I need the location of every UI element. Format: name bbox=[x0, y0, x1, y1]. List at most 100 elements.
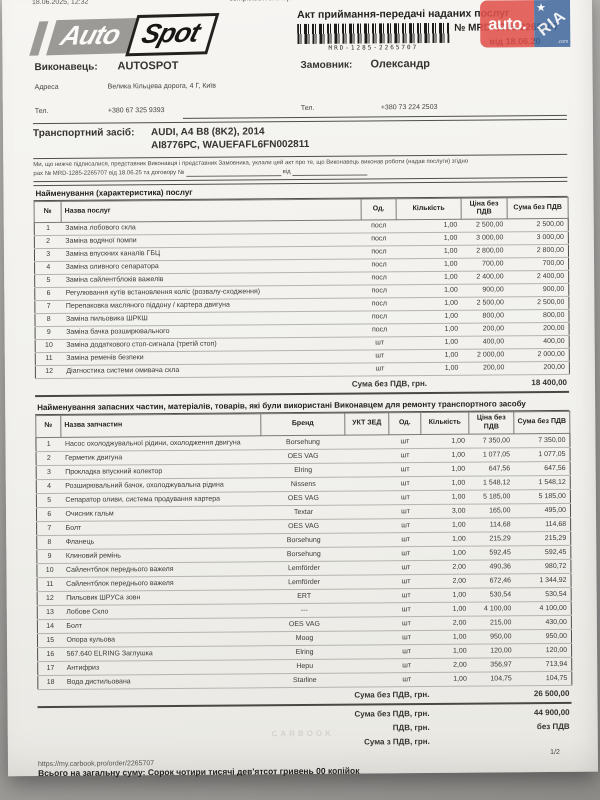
parts-cell-brand: Borsehung bbox=[260, 434, 346, 450]
services-cell-unit: посл bbox=[361, 258, 397, 272]
parts-cell-unit: шт bbox=[389, 476, 422, 491]
parts-cell-name: Герметик двигуна bbox=[61, 449, 262, 465]
services-cell-price: 900,00 bbox=[461, 283, 508, 298]
parts-cell-sum: 980,72 bbox=[514, 558, 571, 574]
parts-cell-brand: Lemförder bbox=[262, 574, 347, 590]
col-unit: Од. bbox=[361, 198, 397, 220]
col-qty: Кількість bbox=[420, 412, 469, 435]
parts-cell-unit: шт bbox=[389, 532, 422, 547]
parts-cell-price: 530,54 bbox=[470, 587, 516, 602]
parts-cell-sum: 1 548,12 bbox=[514, 474, 571, 490]
parts-cell-brand: OES VAG bbox=[261, 490, 346, 506]
parts-cell-price: 215,29 bbox=[469, 531, 515, 546]
services-cell-qty: 1,00 bbox=[396, 232, 462, 246]
parts-cell-price: 104,75 bbox=[470, 671, 516, 686]
parts-cell-unit: шт bbox=[388, 434, 422, 449]
parts-cell-num: 6 bbox=[36, 506, 62, 522]
parts-cell-price: 490,36 bbox=[469, 559, 515, 574]
services-cell-num: 4 bbox=[34, 261, 62, 275]
parts-cell-brand: --- bbox=[262, 602, 347, 618]
services-cell-qty: 1,00 bbox=[396, 284, 462, 298]
parts-cell-price: 672,46 bbox=[469, 573, 516, 588]
services-cell-sum: 200,00 bbox=[508, 322, 570, 336]
col-price: Ціна без ПДВ bbox=[461, 197, 508, 220]
parts-cell-uktzed bbox=[345, 532, 390, 547]
parts-cell-sum: 530,54 bbox=[515, 586, 572, 602]
parts-cell-qty: 2,00 bbox=[422, 615, 471, 631]
col-name: Назва послуг bbox=[61, 198, 362, 223]
parts-cell-qty: 1,00 bbox=[420, 433, 470, 449]
address-value: Велика Кільцева дорога, 4 Г, Київ bbox=[107, 82, 216, 91]
parts-cell-brand: Elring bbox=[261, 462, 346, 478]
parts-cell-unit: шт bbox=[390, 658, 423, 673]
parts-cell-sum: 647,56 bbox=[514, 460, 571, 476]
address-label: Адреса bbox=[34, 83, 59, 92]
agreement-note: Ми, що нижче підписалися, представник Ви… bbox=[33, 153, 568, 183]
agreement-note-line1: Ми, що нижче підписалися, представник Ви… bbox=[33, 158, 469, 169]
parts-cell-num: 13 bbox=[37, 604, 63, 620]
parts-cell-num: 14 bbox=[37, 618, 63, 634]
parts-cell-uktzed bbox=[346, 616, 391, 631]
services-cell-num: 2 bbox=[34, 235, 62, 249]
services-cell-sum: 2 000,00 bbox=[508, 348, 570, 362]
col-uktzed: УКТ ЗЕД bbox=[344, 413, 389, 435]
parts-cell-unit: шт bbox=[389, 462, 422, 477]
parts-cell-brand: Borsehung bbox=[261, 546, 346, 562]
col-num: № bbox=[35, 415, 61, 438]
col-qty: Кількість bbox=[396, 198, 462, 220]
parts-table: № Назва запчастин Бренд УКТ ЗЕД Од. Кіль… bbox=[35, 411, 573, 690]
grand-total-value: 44 900,00 bbox=[533, 707, 570, 718]
col-price: Ціна без ПДВ bbox=[468, 412, 514, 434]
executor-phone-value: +380 67 325 9393 bbox=[107, 107, 165, 115]
parts-cell-sum: 7 350,00 bbox=[513, 432, 571, 448]
parts-cell-qty: 1,00 bbox=[422, 671, 471, 687]
parts-cell-name: Сайлентблок переднього важеля bbox=[62, 575, 263, 591]
parts-cell-num: 2 bbox=[36, 450, 62, 466]
barcode-caption: MRD-1285-2265707 bbox=[328, 44, 419, 52]
parts-cell-brand: Lemförder bbox=[261, 560, 346, 576]
services-cell-unit: посл bbox=[361, 219, 397, 233]
parts-cell-price: 950,00 bbox=[470, 629, 516, 644]
col-sum: Сума без ПДВ bbox=[507, 197, 569, 219]
autospot-logo: Auto Spot bbox=[29, 12, 220, 57]
parts-cell-uktzed bbox=[346, 658, 391, 673]
services-cell-unit: посл bbox=[361, 271, 397, 285]
customer-phone-label: Тел. bbox=[300, 104, 315, 112]
services-total-row: Сума без ПДВ, грн. 18 400,00 bbox=[34, 374, 570, 398]
parts-cell-num: 3 bbox=[36, 464, 62, 480]
services-cell-unit: посл bbox=[362, 323, 398, 337]
document-paper: 18.06.2025, 12:32 completedWorkReport-MR… bbox=[1, 0, 599, 778]
col-name: Назва запчастин bbox=[60, 414, 261, 437]
parts-cell-unit: шт bbox=[389, 504, 422, 519]
parts-cell-uktzed bbox=[346, 644, 391, 659]
divider bbox=[182, 114, 567, 119]
executor-label: Виконавець: bbox=[34, 61, 98, 74]
services-cell-price: 200,00 bbox=[462, 361, 509, 376]
star-icon: ★ bbox=[536, 2, 546, 15]
services-cell-price: 200,00 bbox=[462, 322, 509, 337]
parts-cell-price: 120,00 bbox=[470, 643, 516, 658]
parts-cell-price: 7 350,00 bbox=[468, 433, 515, 448]
services-cell-num: 9 bbox=[35, 326, 63, 340]
parts-cell-unit: шт bbox=[390, 644, 423, 659]
parts-cell-num: 16 bbox=[37, 646, 63, 662]
parts-cell-price: 114,68 bbox=[469, 517, 515, 532]
parts-cell-name: Розширювальний бачок, охолоджувальна рід… bbox=[61, 477, 262, 493]
contract-number-blank bbox=[185, 170, 281, 178]
parts-cell-price: 215,00 bbox=[470, 615, 516, 630]
logo-spot-text: Spot bbox=[125, 12, 220, 57]
parts-cell-sum: 495,00 bbox=[514, 502, 571, 518]
parts-cell-price: 1 077,05 bbox=[469, 447, 515, 462]
parts-cell-name: Прокладка впускний колектор bbox=[61, 463, 262, 479]
services-cell-sum: 2 500,00 bbox=[507, 296, 569, 310]
services-cell-price: 3 000,00 bbox=[461, 231, 508, 246]
parts-cell-sum: 104,75 bbox=[515, 670, 572, 686]
services-cell-num: 5 bbox=[34, 274, 62, 288]
autoria-watermark-logo: auto. ★ RIA .com bbox=[479, 0, 571, 48]
parts-cell-price: 5 185,00 bbox=[469, 489, 515, 504]
services-cell-num: 10 bbox=[35, 339, 63, 353]
parts-cell-sum: 1 077,05 bbox=[514, 446, 571, 462]
parts-cell-brand: OES VAG bbox=[261, 448, 346, 464]
parts-cell-qty: 2,00 bbox=[421, 573, 471, 589]
parts-total-value: 26 500,00 bbox=[533, 688, 570, 698]
